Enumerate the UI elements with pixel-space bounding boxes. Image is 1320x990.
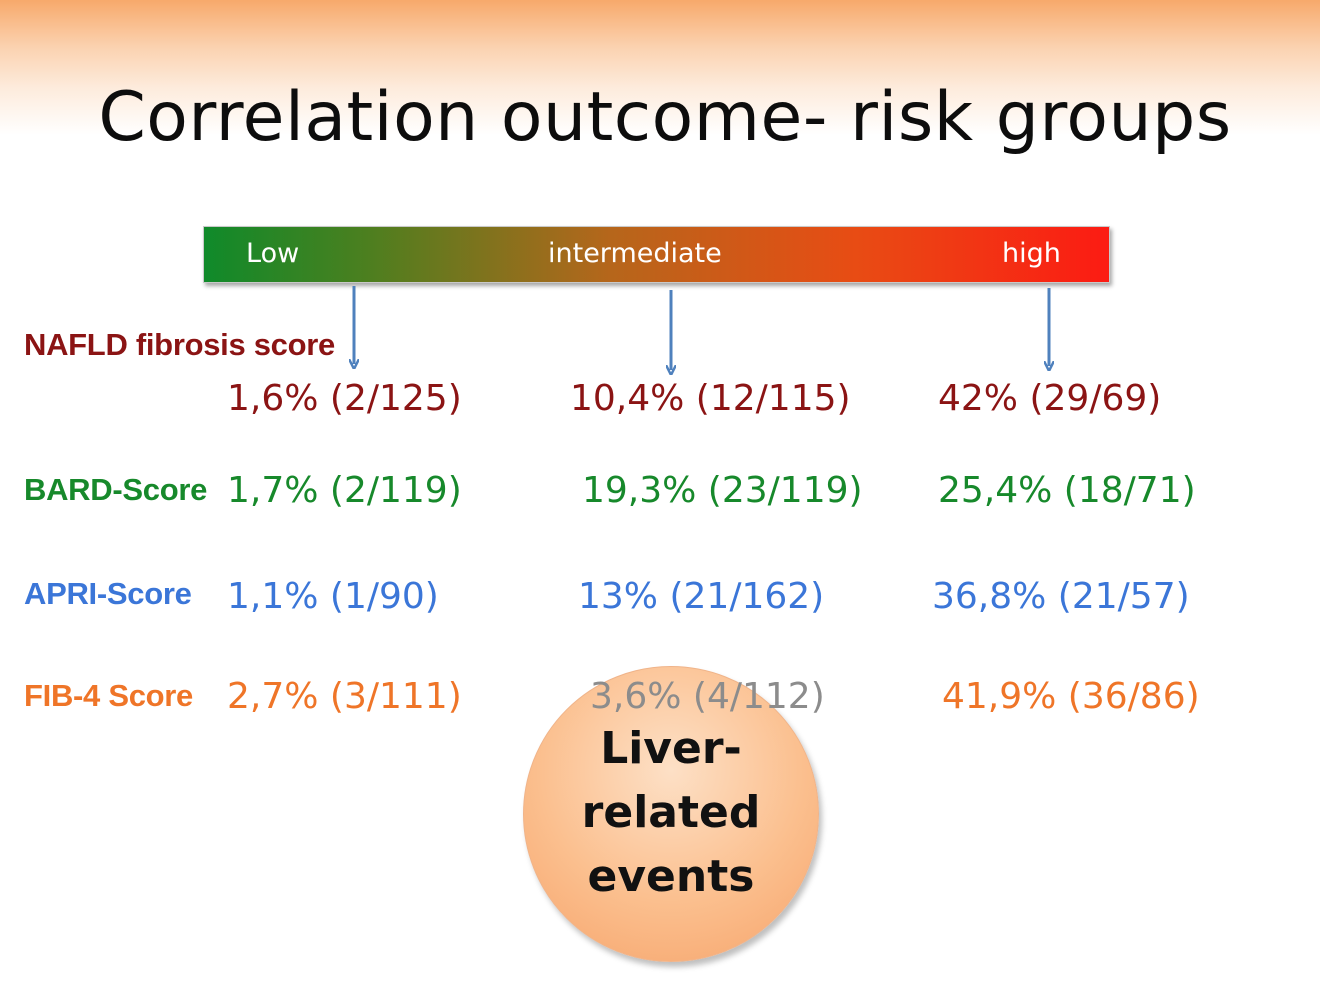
- risk-label-intermediate: intermediate: [548, 238, 722, 269]
- cell-fib4-high: 41,9% (36/86): [942, 676, 1200, 717]
- cell-nafld-high: 42% (29/69): [938, 378, 1162, 419]
- cell-nafld-low: 1,6% (2/125): [227, 378, 462, 419]
- cell-apri-intermediate: 13% (21/162): [578, 576, 825, 617]
- cell-apri-low: 1,1% (1/90): [227, 576, 439, 617]
- header-gradient-band: [0, 0, 1320, 135]
- cell-bard-low: 1,7% (2/119): [227, 470, 462, 511]
- cell-fib4-low: 2,7% (3/111): [227, 676, 462, 717]
- row-label-nafld: NAFLD fibrosis score: [24, 327, 335, 362]
- cell-bard-high: 25,4% (18/71): [938, 470, 1196, 511]
- cell-apri-high: 36,8% (21/57): [932, 576, 1190, 617]
- cell-bard-intermediate: 19,3% (23/119): [582, 470, 863, 511]
- cell-nafld-intermediate: 10,4% (12/115): [570, 378, 851, 419]
- slide-title: Correlation outcome- risk groups: [98, 78, 1232, 157]
- risk-gradient-bar: Low intermediate high: [203, 226, 1110, 283]
- bubble-line-1: Liver-: [600, 723, 742, 774]
- bubble-line-3: events: [587, 851, 755, 902]
- risk-label-low: Low: [246, 238, 300, 269]
- row-label-apri: APRI-Score: [24, 576, 192, 611]
- cell-fib4-intermediate: 3,6% (4/112): [590, 676, 825, 717]
- liver-events-bubble: Liver- related events: [523, 666, 819, 962]
- risk-label-high: high: [1002, 238, 1061, 269]
- row-label-fib4: FIB-4 Score: [24, 678, 193, 713]
- row-label-bard: BARD-Score: [24, 472, 208, 507]
- bubble-line-2: related: [581, 787, 761, 838]
